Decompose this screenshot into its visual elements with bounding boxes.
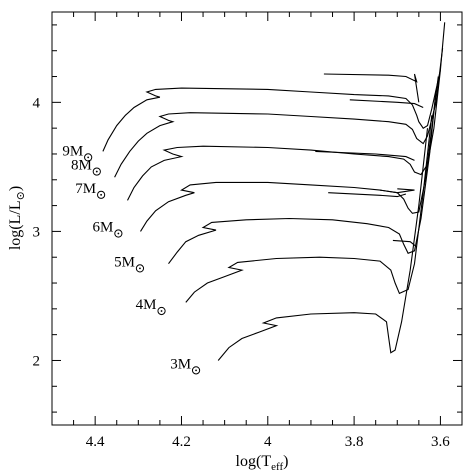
track-7m xyxy=(127,70,441,201)
blue-loop-branch xyxy=(328,192,407,198)
x-tick-label: 4.4 xyxy=(86,434,105,450)
mass-label-9m: 9M xyxy=(62,143,83,159)
y-axis-title: log(L/L⊙) xyxy=(7,186,27,250)
sun-dot xyxy=(95,170,98,173)
blue-loop-branch xyxy=(392,239,418,248)
sun-dot xyxy=(100,193,103,196)
track-3m xyxy=(217,128,429,361)
sun-dot xyxy=(195,369,197,372)
mass-label-8m: 8M xyxy=(71,158,92,174)
sun-symbol-icon xyxy=(97,190,106,199)
track-5m xyxy=(168,89,437,265)
sun-symbol-icon xyxy=(191,366,201,375)
evolutionary-tracks xyxy=(102,22,446,361)
track-9m xyxy=(102,22,446,152)
tick-labels: 4.4 4.2 4 3.8 3.6 2 3 4 xyxy=(33,95,451,450)
blue-loop-branch xyxy=(379,188,415,194)
track-8m xyxy=(114,48,444,178)
sun-dot xyxy=(117,232,120,235)
sun-symbol-icon xyxy=(92,167,101,176)
mass-label-3m: 3M xyxy=(170,356,191,372)
y-tick-label: 2 xyxy=(33,353,41,369)
sun-dot xyxy=(87,156,90,159)
track-4m xyxy=(185,115,433,303)
y-tick-label: 4 xyxy=(33,95,41,111)
sun-symbol-icon xyxy=(84,153,93,162)
sun-symbol-icon xyxy=(135,264,145,273)
mass-label-6m: 6M xyxy=(93,220,114,236)
x-tick-label: 3.6 xyxy=(431,434,450,450)
x-tick-label: 4 xyxy=(264,434,272,450)
y-tick-label: 3 xyxy=(33,224,41,240)
x-tick-label: 3.8 xyxy=(345,434,364,450)
blue-loop-branch xyxy=(315,150,415,161)
mass-label-5m: 5M xyxy=(114,254,135,270)
mass-label-4m: 4M xyxy=(136,297,157,313)
blue-loop-branch xyxy=(323,73,420,103)
x-tick-label: 4.2 xyxy=(172,434,191,450)
track-6m xyxy=(140,76,439,232)
x-axis-title: log(Teff) xyxy=(236,453,289,473)
plot-frame xyxy=(51,11,463,426)
axis-ticks xyxy=(52,12,463,425)
sun-dot xyxy=(139,267,141,270)
blue-loop-branch xyxy=(349,99,424,109)
mass-label-7m: 7M xyxy=(75,181,96,197)
sun-dot xyxy=(160,310,163,312)
sun-symbol-icon xyxy=(157,306,166,316)
sun-symbol-icon xyxy=(114,229,123,238)
